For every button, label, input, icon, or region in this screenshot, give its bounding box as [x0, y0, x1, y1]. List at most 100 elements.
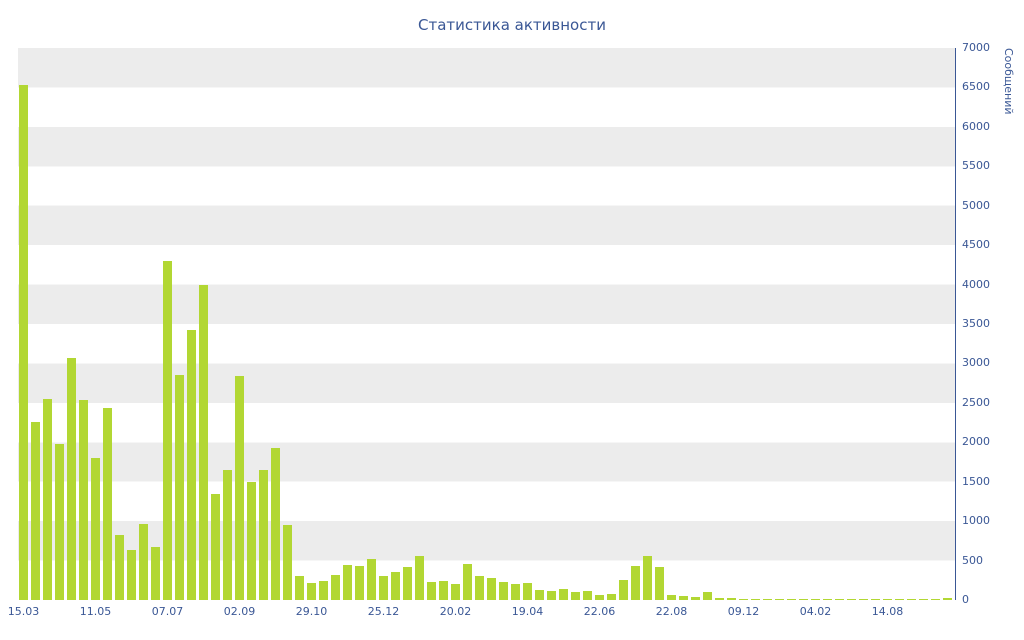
bar [43, 398, 52, 600]
bar [235, 376, 244, 600]
y-tick-label: 7000 [962, 41, 990, 54]
bar [559, 588, 568, 600]
x-tick-label: 22.08 [655, 605, 688, 618]
x-tick-label: 22.06 [583, 605, 616, 618]
bar [547, 590, 556, 600]
bar [151, 547, 160, 600]
x-tick-label: 11.05 [79, 605, 112, 618]
bar [871, 599, 880, 600]
bar [823, 599, 832, 600]
bar [343, 564, 352, 600]
x-tick-label: 09.12 [727, 605, 760, 618]
y-tick-label: 2500 [962, 395, 990, 409]
bar [139, 524, 148, 600]
bar [247, 481, 256, 600]
bar [787, 599, 796, 600]
bar [715, 597, 724, 600]
bar [187, 329, 196, 600]
y-tick-label: 1000 [962, 514, 990, 528]
bar [595, 595, 604, 600]
bar [703, 592, 712, 600]
bar [691, 596, 700, 600]
bar [403, 566, 412, 600]
bar [211, 493, 220, 600]
bar [163, 260, 172, 600]
bar [391, 572, 400, 600]
bar [943, 598, 952, 600]
bar [475, 575, 484, 600]
bar [835, 599, 844, 600]
bar [535, 589, 544, 600]
bar [451, 584, 460, 600]
bar [895, 599, 904, 600]
bars-container [18, 48, 955, 600]
bar [199, 284, 208, 600]
bar [55, 443, 64, 600]
x-tick-label: 15.03 [7, 605, 40, 618]
bar [619, 580, 628, 600]
bar [103, 408, 112, 600]
bar [271, 447, 280, 600]
bar [667, 595, 676, 600]
y-tick-label: 2000 [962, 435, 990, 449]
bar [439, 581, 448, 600]
bar [511, 584, 520, 600]
x-tick-label: 19.04 [511, 605, 544, 618]
bar [847, 599, 856, 600]
bar [763, 599, 772, 600]
bar [379, 576, 388, 600]
bar [367, 559, 376, 600]
bar [607, 593, 616, 600]
x-tick-label: 20.02 [439, 605, 472, 618]
y-tick-label: 3000 [962, 356, 990, 370]
bar [583, 590, 592, 600]
bar [295, 575, 304, 600]
bar [523, 583, 532, 600]
y-tick-label: 0 [962, 593, 969, 606]
bar [811, 599, 820, 600]
bar [919, 599, 928, 600]
bar [775, 599, 784, 600]
bar [631, 566, 640, 600]
chart-title: Статистика активности [418, 16, 606, 34]
bar [727, 598, 736, 600]
y-tick-label: 4000 [962, 277, 990, 291]
bar [679, 596, 688, 600]
y-tick-label: 5000 [962, 198, 990, 212]
bar [175, 375, 184, 600]
y-tick-label: 6500 [962, 80, 990, 94]
bar [751, 599, 760, 600]
bar [859, 599, 868, 600]
bar [655, 566, 664, 600]
x-tick-label: 04.02 [799, 605, 832, 618]
bar [31, 421, 40, 600]
y-tick-label: 4500 [962, 238, 990, 252]
y-tick-label: 3500 [962, 317, 990, 330]
bar [19, 85, 28, 600]
x-tick-label: 25.12 [367, 605, 400, 618]
bar [571, 592, 580, 600]
bar [427, 581, 436, 600]
bar [931, 598, 940, 600]
bar [79, 399, 88, 600]
bar [643, 555, 652, 600]
y-tick-label: 500 [962, 553, 983, 567]
y-tick-label: 5500 [962, 159, 990, 173]
bar [223, 469, 232, 600]
bar [259, 469, 268, 600]
y-axis-title: Сообщений [1002, 48, 1015, 115]
bar [487, 577, 496, 600]
plot-area [18, 48, 956, 600]
bar [91, 458, 100, 600]
bar [883, 599, 892, 600]
y-tick-label: 6000 [962, 119, 990, 133]
bar [283, 525, 292, 600]
bar [307, 582, 316, 600]
bar [415, 555, 424, 600]
x-tick-label: 02.09 [223, 605, 256, 618]
bar [355, 566, 364, 600]
bar [907, 599, 916, 600]
bar [739, 599, 748, 600]
x-tick-label: 07.07 [151, 605, 184, 618]
